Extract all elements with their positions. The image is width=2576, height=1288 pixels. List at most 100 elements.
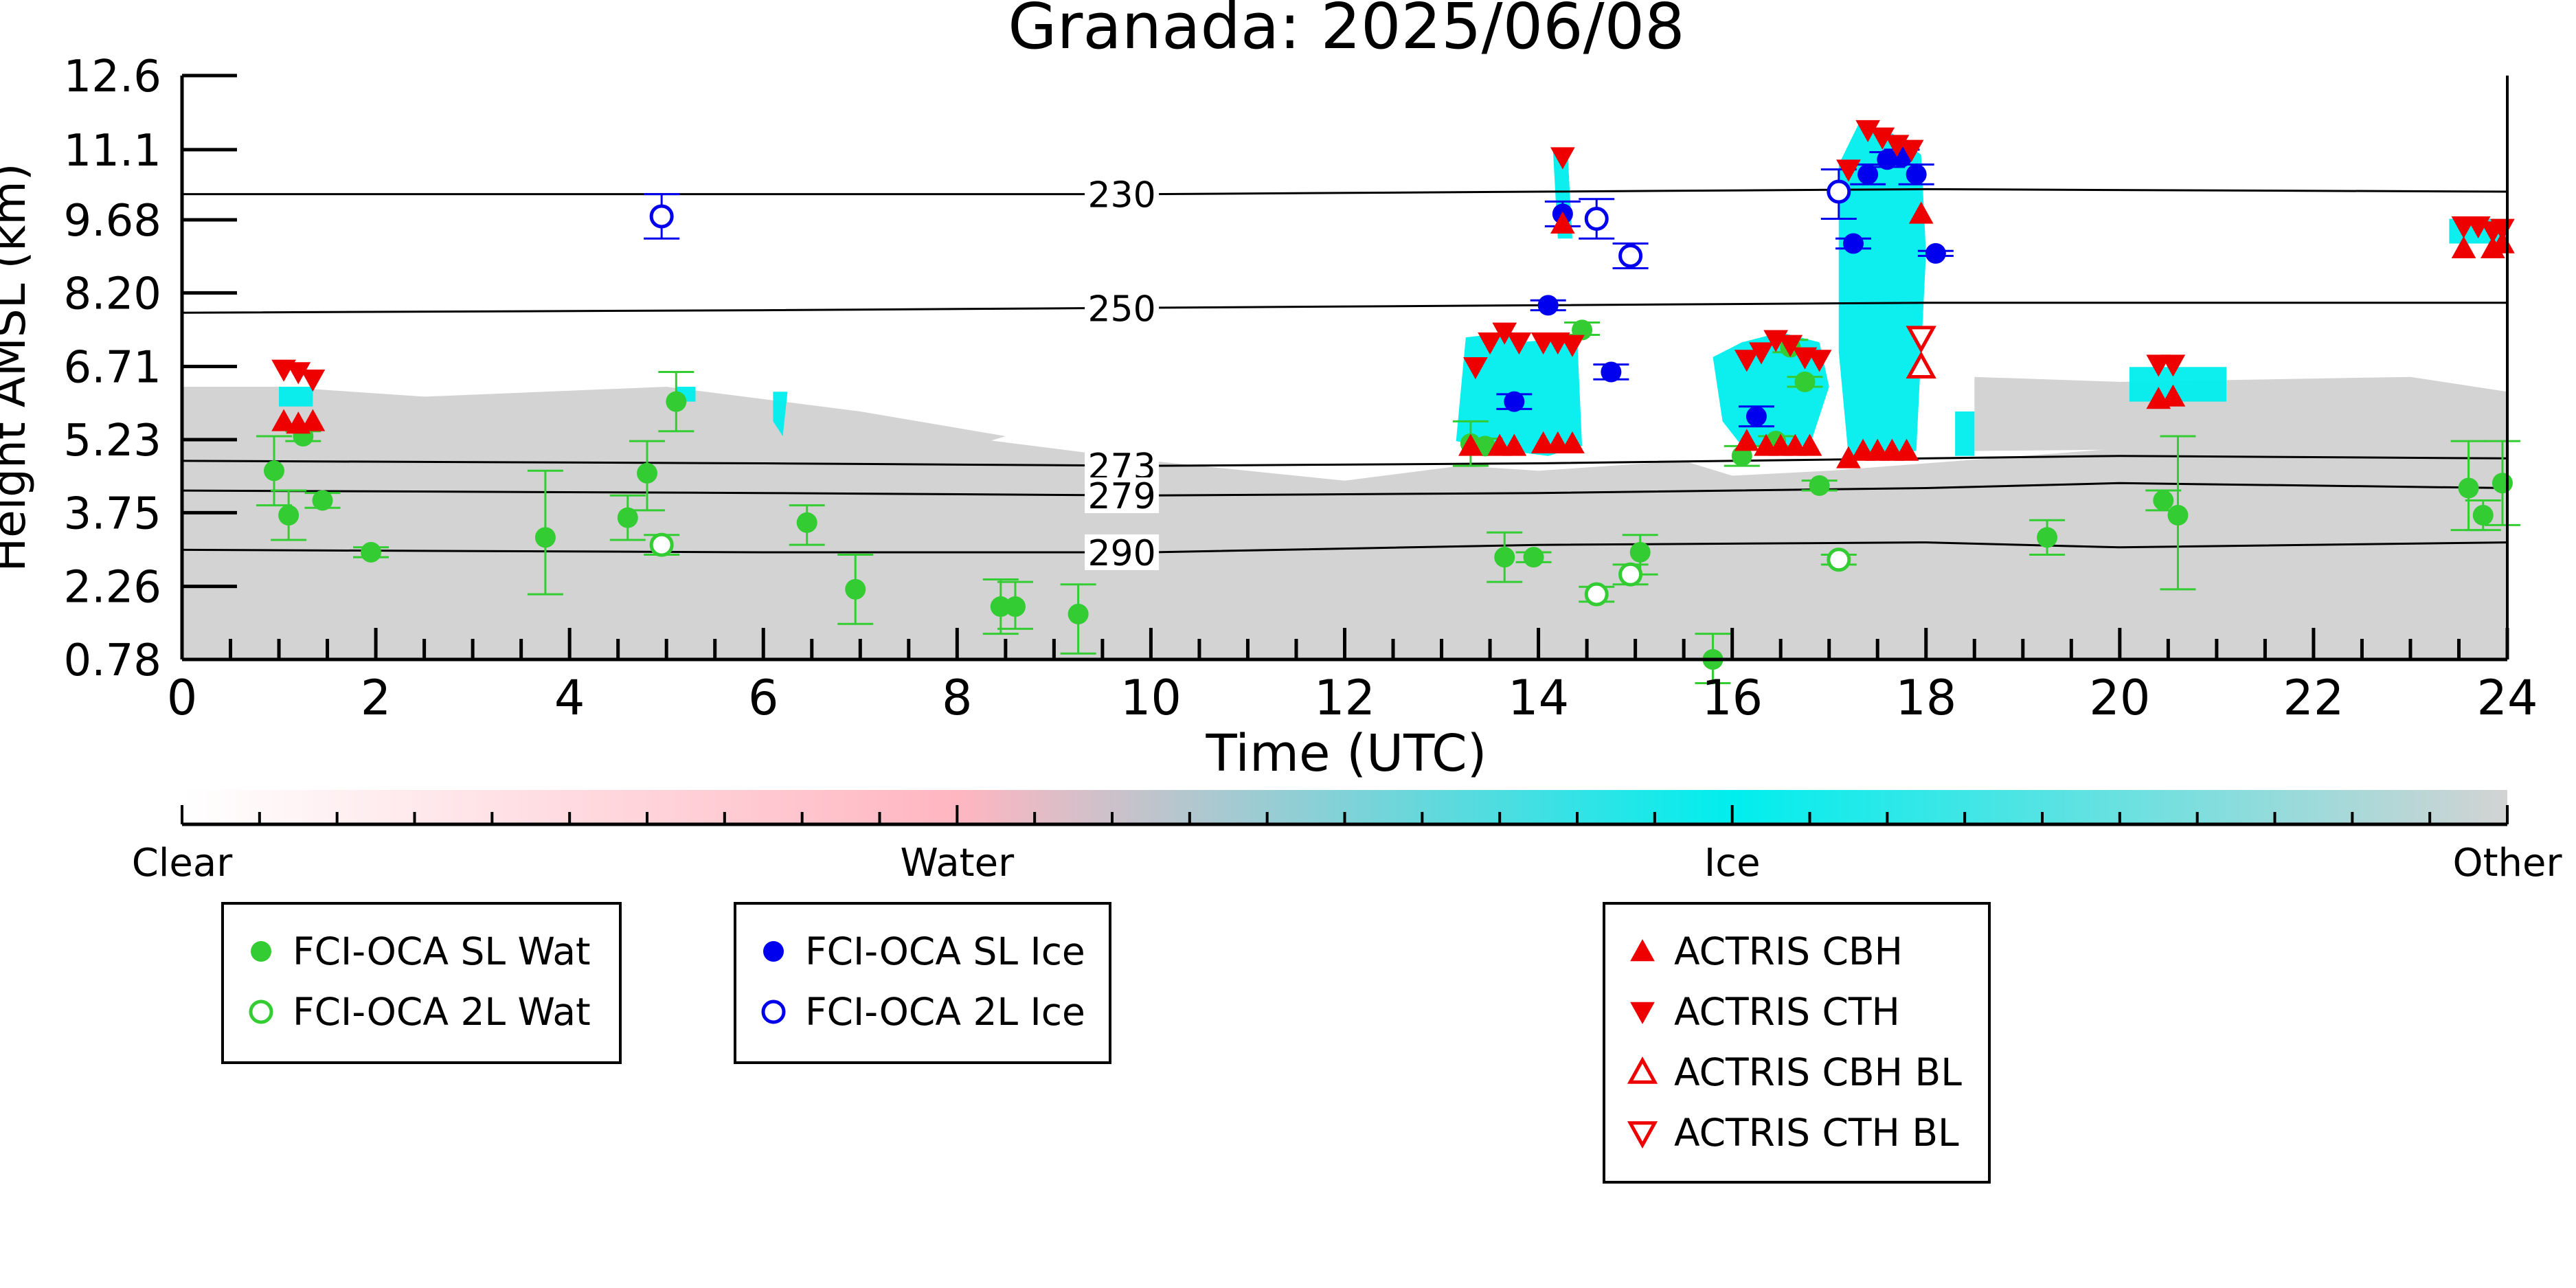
isotherm-label-bg bbox=[1085, 477, 1160, 513]
fci-oca-sl-wat-point bbox=[534, 527, 556, 548]
fci-oca-2l-wat-point bbox=[1584, 582, 1609, 607]
triangle-down-icon bbox=[1625, 994, 1660, 1030]
fci-oca-sl-wat-point bbox=[1004, 596, 1026, 618]
chart-title: Granada: 2025/06/08 bbox=[1008, 0, 1684, 63]
legend-actris: ACTRIS CBH ACTRIS CTH ACTRIS CBH BL ACTR… bbox=[1603, 902, 1991, 1184]
actris-cth-point bbox=[1807, 350, 1832, 372]
axes-layer: 0 2 4 6 8 10 12 14 16 18 20 22 240.782.263.755.236.7… bbox=[64, 52, 2538, 726]
x-tick-label: 0 bbox=[167, 670, 198, 726]
ice-cloud-region bbox=[1955, 411, 1975, 456]
fci-oca-sl-wat-point bbox=[637, 462, 657, 484]
ice-cloud-region bbox=[773, 392, 788, 436]
ice-cloud-region bbox=[2129, 367, 2226, 402]
y-tick-label: 2.26 bbox=[64, 563, 162, 613]
triangle-up-open-symbol bbox=[1627, 1057, 1658, 1084]
fci-oca-sl-wat-point bbox=[2153, 490, 2174, 511]
actris-cth-bl-point bbox=[1906, 326, 1936, 354]
triangle-down-open-icon bbox=[1625, 1115, 1660, 1151]
actris-cth-point bbox=[1492, 322, 1517, 345]
circle-filled-symbol bbox=[763, 941, 784, 962]
y-tick-label: 0.78 bbox=[64, 635, 162, 686]
actris-cth-point bbox=[1506, 332, 1532, 355]
isotherm-line bbox=[181, 482, 2508, 497]
actris-cth-point bbox=[1778, 335, 1803, 357]
triangle-up-filled-symbol bbox=[1630, 939, 1655, 962]
circle-filled-glyph bbox=[251, 941, 271, 962]
triangle-up-filled-glyph bbox=[1630, 939, 1655, 962]
fci-oca-2l-wat-point bbox=[649, 532, 674, 557]
actris-cbh-point bbox=[1458, 433, 1483, 456]
fci-oca-sl-ice-point bbox=[1504, 391, 1525, 412]
fci-oca-sl-wat-point bbox=[1794, 371, 1816, 392]
y-tick-label: 6.71 bbox=[64, 343, 162, 394]
fci-oca-2l-ice-point bbox=[1618, 243, 1643, 268]
fci-oca-sl-wat-point bbox=[2458, 477, 2479, 499]
legend-item: ACTRIS CBH bbox=[1625, 921, 1969, 982]
y-tick-label: 3.75 bbox=[64, 488, 162, 539]
isotherm-label: 290 bbox=[1087, 533, 1155, 574]
triangle-down-filled-glyph bbox=[1630, 1002, 1655, 1024]
fci-oca-sl-wat-point bbox=[2492, 473, 2513, 494]
isotherm-line bbox=[182, 188, 2508, 196]
fci-oca-sl-wat-point bbox=[361, 541, 382, 563]
fci-oca-sl-wat-point bbox=[796, 512, 817, 533]
x-tick-label: 8 bbox=[942, 670, 973, 726]
isotherm-label: 250 bbox=[1087, 289, 1155, 330]
actris-cbh-point bbox=[300, 409, 326, 431]
actris-cth-point bbox=[1870, 127, 1895, 150]
y-tick-label: 5.23 bbox=[64, 416, 162, 466]
triangle-up-open-icon bbox=[1625, 1054, 1660, 1090]
fci-oca-sl-wat-point bbox=[990, 596, 1011, 618]
colorbar-label: Clear bbox=[132, 841, 233, 885]
y-tick-label: 12.6 bbox=[64, 52, 162, 102]
actris-cth-point bbox=[1478, 332, 1502, 355]
actris-cth-point bbox=[1836, 159, 1861, 182]
actris-cbh-point bbox=[1502, 433, 1527, 456]
isotherm-line bbox=[181, 302, 2507, 314]
x-tick-label: 2 bbox=[361, 670, 392, 726]
fci-oca-sl-ice-point bbox=[1857, 163, 1879, 185]
x-tick-label: 24 bbox=[2476, 670, 2538, 726]
fci-oca-sl-wat-point bbox=[2037, 527, 2058, 548]
circle-open-symbol bbox=[249, 999, 273, 1024]
other-class-region bbox=[182, 387, 2507, 659]
x-tick-label: 20 bbox=[2089, 670, 2150, 726]
open-circle-icon bbox=[756, 994, 791, 1030]
actris-cth-point bbox=[1550, 147, 1575, 170]
fci-oca-sl-ice-point bbox=[1906, 163, 1927, 185]
x-tick-label: 18 bbox=[1895, 670, 1956, 726]
colorbar: Clear Water Ice Other bbox=[132, 790, 2562, 885]
circle-open-glyph bbox=[249, 999, 273, 1024]
isotherm-line bbox=[181, 455, 2508, 467]
legend-item: FCI-OCA 2L Wat bbox=[243, 982, 600, 1042]
legend-item: FCI-OCA 2L Ice bbox=[756, 982, 1089, 1042]
x-axis-label: Time (UTC) bbox=[1205, 724, 1487, 783]
fci-oca-sl-wat-point bbox=[1523, 547, 1544, 568]
fci-oca-sl-wat-point bbox=[1494, 547, 1515, 568]
x-tick-label: 10 bbox=[1120, 670, 1182, 726]
other-class-region bbox=[1974, 376, 2507, 451]
legend-label: FCI-OCA 2L Wat bbox=[293, 990, 591, 1034]
fci-oca-sl-wat-point bbox=[278, 505, 300, 526]
actris-cbh-point bbox=[1550, 211, 1575, 234]
actris-cth-point bbox=[300, 369, 326, 392]
legend-label: FCI-OCA 2L Ice bbox=[805, 990, 1085, 1034]
legend-label: FCI-OCA SL Ice bbox=[805, 929, 1085, 973]
fci-oca-sl-wat-point bbox=[2167, 505, 2189, 526]
fci-oca-sl-wat-point bbox=[1809, 475, 1830, 496]
fci-oca-sl-wat-point bbox=[617, 507, 638, 528]
y-axis-label: Height AMSL (km) bbox=[0, 163, 36, 572]
filled-circle-icon bbox=[243, 934, 279, 969]
actris-cth-point bbox=[1463, 357, 1488, 380]
actris-cbh-point bbox=[1734, 429, 1759, 451]
legend-label: ACTRIS CTH BL bbox=[1674, 1111, 1959, 1155]
legend-label: FCI-OCA SL Wat bbox=[293, 929, 591, 973]
filled-circle-icon bbox=[756, 934, 791, 969]
actris-cbh-point bbox=[271, 409, 296, 431]
fci-oca-sl-ice-point bbox=[1745, 406, 1767, 427]
legend-label: ACTRIS CBH bbox=[1674, 929, 1903, 973]
ice-cloud-region bbox=[279, 387, 313, 407]
legend-ice: FCI-OCA SL Ice FCI-OCA 2L Ice bbox=[734, 902, 1111, 1064]
fci-oca-sl-wat-point bbox=[263, 460, 284, 482]
isotherm-label-bg bbox=[1085, 534, 1160, 570]
